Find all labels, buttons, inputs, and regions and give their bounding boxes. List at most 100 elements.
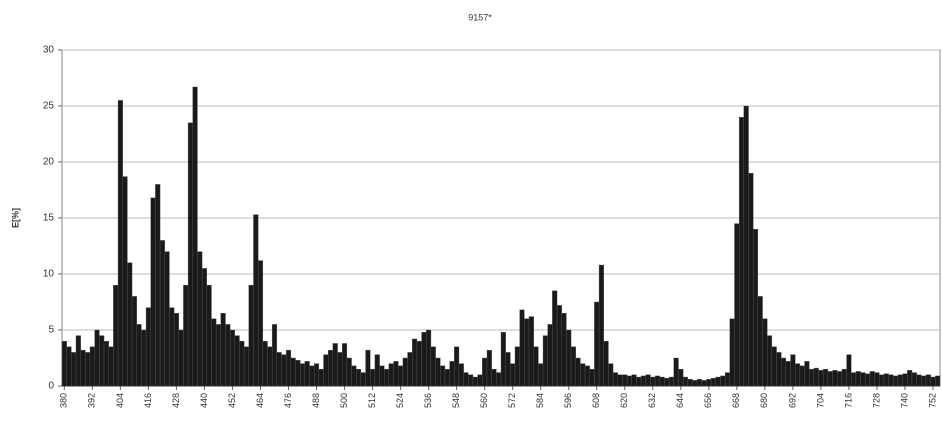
x-tick-label: 524	[395, 393, 405, 408]
bar	[799, 365, 805, 387]
bar	[729, 318, 735, 387]
bar	[328, 349, 334, 387]
bar	[757, 296, 763, 387]
bar	[893, 375, 899, 387]
bar	[103, 341, 109, 387]
bar	[365, 349, 371, 387]
bar	[197, 251, 203, 387]
bar	[869, 371, 875, 387]
bar	[734, 223, 740, 387]
bar	[781, 357, 787, 387]
y-tick-label: 5	[48, 325, 54, 336]
bar	[295, 360, 301, 387]
bar	[528, 316, 534, 387]
bar	[183, 285, 189, 387]
bar	[393, 361, 399, 387]
x-tick-label: 416	[143, 393, 153, 408]
bar	[257, 260, 264, 387]
bar	[631, 374, 637, 387]
bar	[463, 372, 469, 387]
bar	[752, 228, 759, 387]
x-tick-label: 596	[563, 393, 573, 408]
bar	[547, 324, 553, 387]
x-tick-label: 488	[311, 393, 321, 408]
bar	[248, 285, 254, 387]
x-tick-label: 608	[591, 393, 601, 408]
bar	[444, 369, 450, 387]
bar	[122, 176, 128, 387]
bar	[332, 343, 338, 387]
y-axis-label: E[%]	[10, 208, 20, 228]
bar	[220, 313, 226, 387]
bar	[164, 251, 170, 387]
x-tick-label: 740	[899, 393, 909, 408]
bar	[342, 343, 348, 387]
bar	[687, 379, 693, 387]
bar	[299, 363, 306, 387]
bar	[921, 375, 927, 387]
bar	[388, 363, 394, 387]
bar	[318, 369, 324, 387]
bar	[323, 354, 329, 387]
x-tick-label: 704	[815, 393, 825, 408]
bar	[454, 346, 460, 387]
bar	[589, 369, 595, 387]
bar	[267, 346, 273, 387]
bar	[505, 352, 511, 387]
y-tick-label: 20	[43, 157, 55, 168]
bar	[61, 341, 67, 387]
bar	[720, 375, 726, 387]
x-tick-label: 680	[759, 393, 769, 408]
bar	[131, 296, 137, 387]
bar	[75, 335, 81, 387]
bar	[865, 373, 871, 387]
bar	[692, 380, 698, 387]
bar	[178, 329, 184, 387]
bar	[701, 380, 707, 387]
bar	[636, 376, 642, 387]
bar	[192, 86, 198, 387]
bar	[421, 332, 427, 387]
x-tick-label: 644	[675, 393, 685, 408]
bar	[925, 374, 931, 387]
bar	[612, 372, 618, 387]
bar	[458, 363, 464, 387]
bar	[384, 369, 390, 387]
bar	[281, 354, 287, 387]
bar	[542, 335, 548, 387]
x-tick-label: 632	[647, 393, 657, 408]
x-tick-label: 728	[871, 393, 881, 408]
y-tick-label: 30	[43, 45, 55, 56]
bar	[402, 357, 408, 387]
bar	[234, 335, 240, 387]
x-tick-label: 476	[283, 393, 293, 408]
bar	[813, 367, 819, 387]
bar	[229, 329, 235, 387]
bar	[743, 105, 749, 387]
bar	[94, 329, 100, 387]
bar	[89, 346, 95, 387]
bar	[351, 365, 357, 387]
bar	[500, 332, 506, 387]
x-tick-label: 572	[507, 393, 517, 408]
bar	[664, 377, 670, 387]
bar	[888, 374, 894, 387]
bar	[930, 376, 936, 387]
bar	[902, 373, 908, 387]
bar	[809, 369, 815, 387]
bar	[66, 346, 72, 387]
bar	[173, 313, 179, 387]
bar	[169, 307, 175, 387]
x-tick-label: 452	[227, 393, 237, 408]
bar	[412, 338, 418, 387]
bar	[570, 346, 576, 387]
bar	[879, 374, 885, 387]
bar	[533, 346, 539, 387]
bar	[608, 363, 614, 387]
bar	[407, 352, 413, 387]
x-tick-label: 404	[115, 393, 125, 408]
bar	[724, 372, 731, 387]
bar	[99, 335, 105, 387]
x-tick-label: 656	[703, 393, 713, 408]
